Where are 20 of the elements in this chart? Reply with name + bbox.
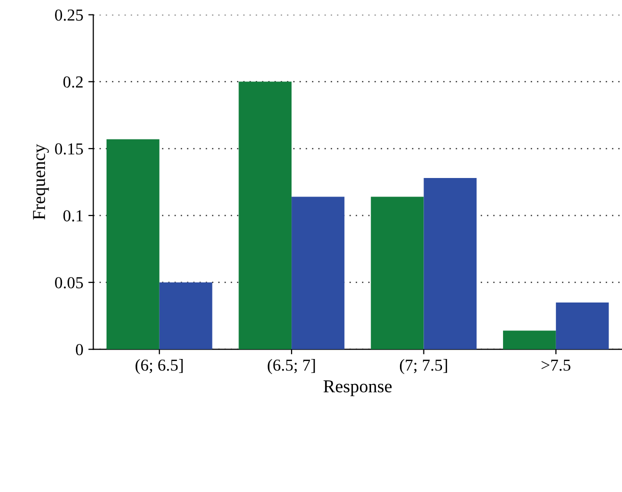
bar — [370, 196, 424, 350]
y-axis-title: Frequency — [33, 144, 49, 220]
bar — [556, 302, 609, 350]
x-axis-title: Response — [324, 380, 392, 396]
x-tick-label: >7.5 — [542, 360, 570, 371]
y-tick-label: 0.2 — [63, 76, 83, 88]
x-tick-label: (6; 6.5] — [136, 359, 183, 374]
y-tick-label: 0.15 — [55, 143, 83, 155]
bar — [106, 139, 160, 350]
bar — [503, 330, 556, 350]
y-tick-label: 0.05 — [55, 277, 83, 288]
bar — [238, 82, 292, 350]
y-tick-label: 0.1 — [63, 210, 83, 222]
bar — [292, 196, 344, 350]
bar — [159, 282, 212, 350]
x-tick-label: (6.5; 7] — [268, 359, 315, 374]
x-tick-label: (7; 7.5] — [400, 359, 448, 374]
y-tick-label: 0 — [76, 344, 83, 356]
y-tick-label: 0.25 — [55, 9, 83, 21]
bar — [424, 178, 477, 350]
